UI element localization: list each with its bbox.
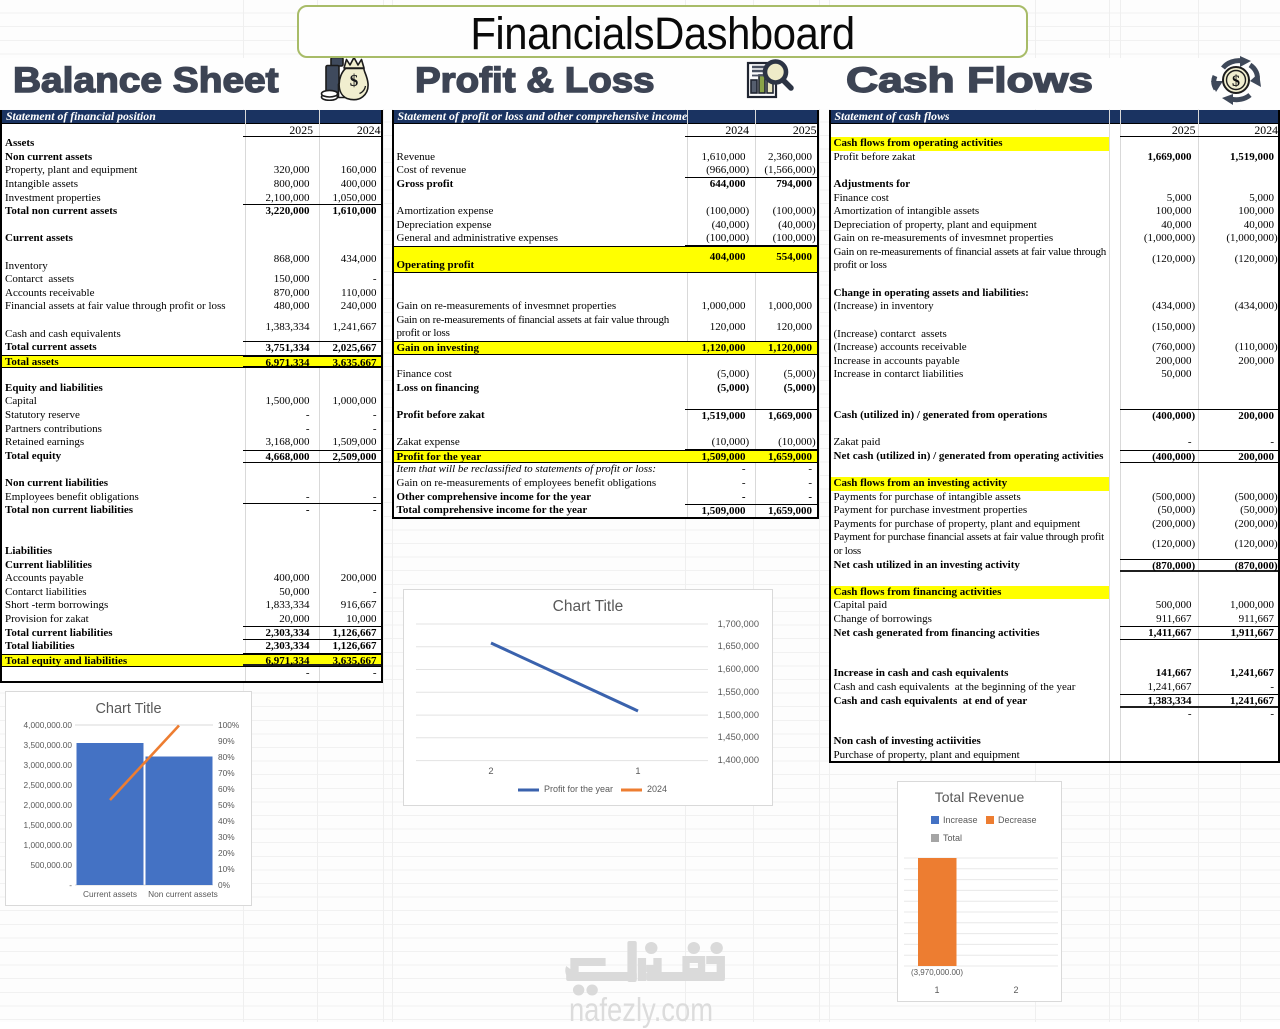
svg-text:$: $: [1232, 73, 1240, 90]
svg-text:$: $: [350, 71, 359, 90]
